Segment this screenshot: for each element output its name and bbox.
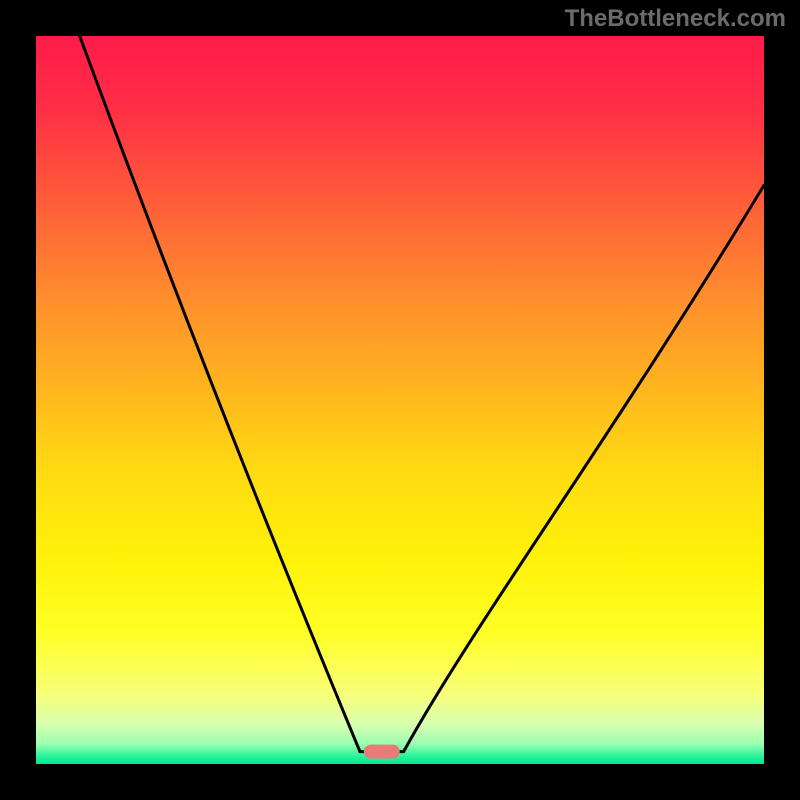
plot-area bbox=[36, 36, 764, 764]
chart-container: TheBottleneck.com bbox=[0, 0, 800, 800]
minimum-marker bbox=[364, 745, 400, 759]
watermark-text: TheBottleneck.com bbox=[565, 5, 786, 32]
